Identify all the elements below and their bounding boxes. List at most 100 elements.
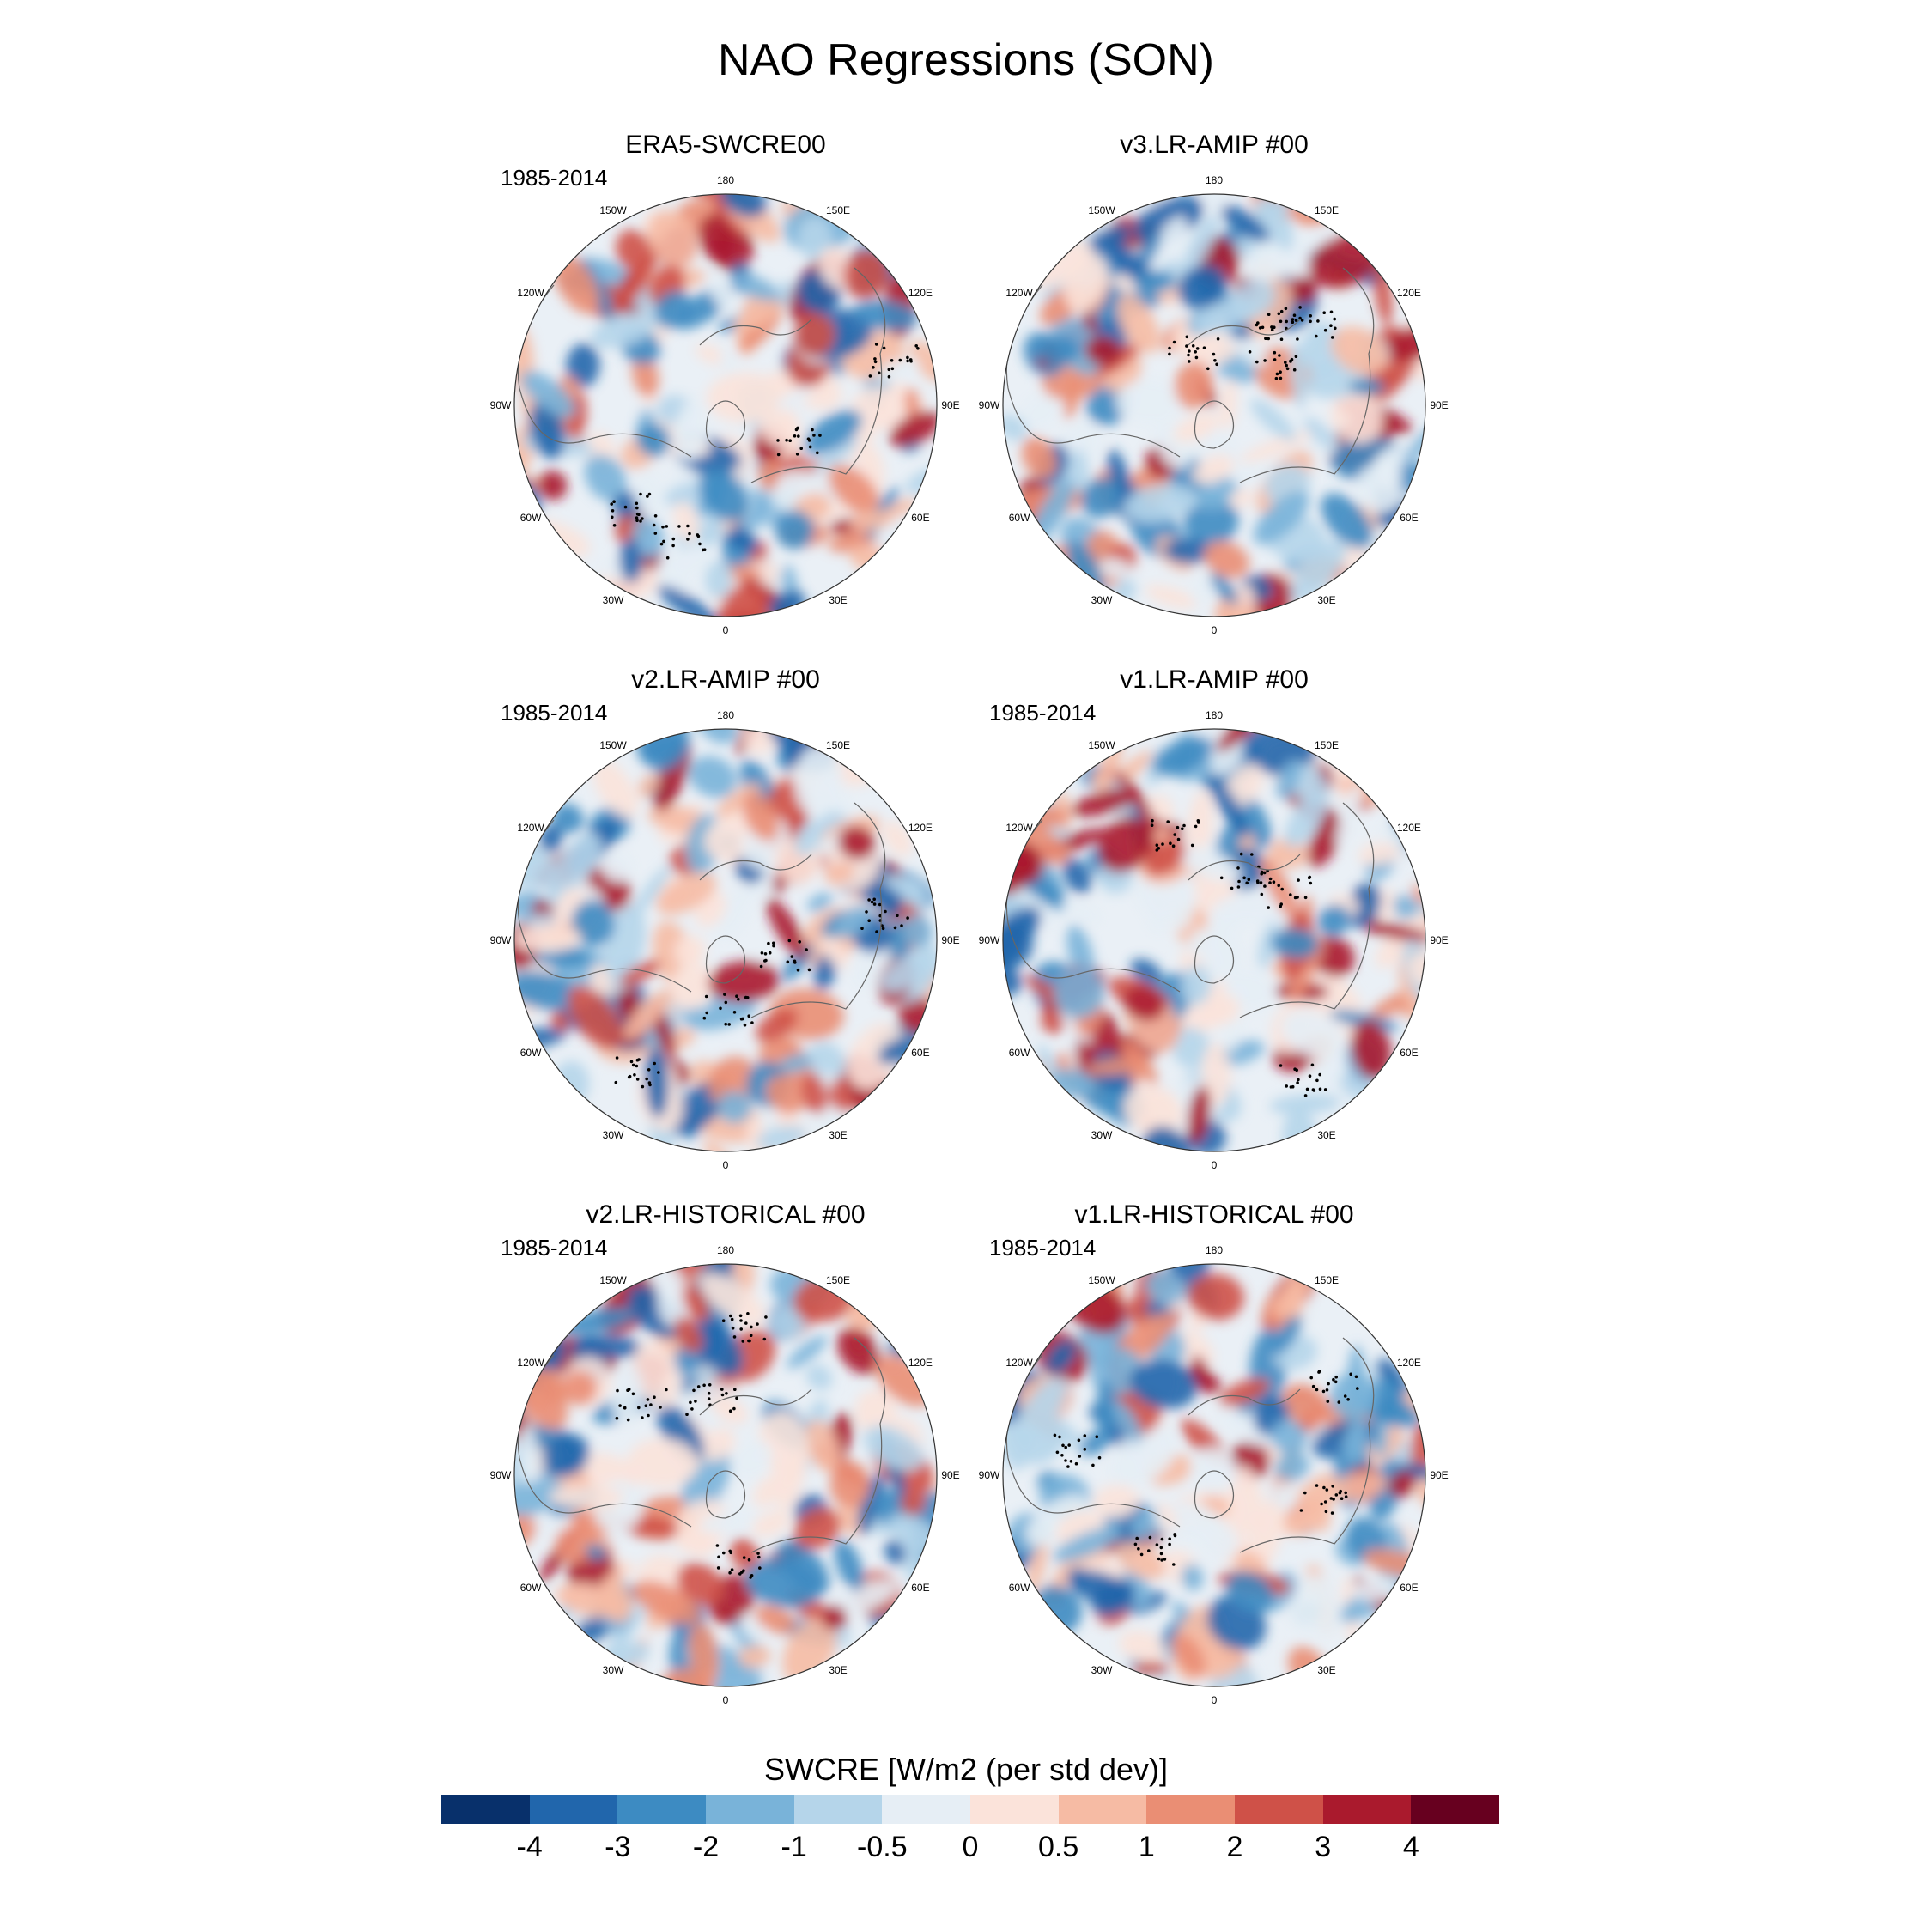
colorbar-box <box>793 1795 883 1824</box>
lon-label: 150E <box>826 739 850 751</box>
anomaly-field <box>1003 1264 1425 1686</box>
lon-label: 120E <box>908 1357 933 1369</box>
lon-label: 120W <box>1005 287 1033 299</box>
colorbar-tick-label: 0.5 <box>1038 1831 1079 1863</box>
colorbar-title: SWCRE [W/m2 (per std dev)] <box>763 1752 1169 1787</box>
lon-label: 120E <box>908 287 933 299</box>
map-border <box>1002 728 1426 1152</box>
colorbar-box <box>1146 1795 1236 1824</box>
lon-label: 90W <box>979 1469 1000 1481</box>
lon-label: 90E <box>1430 1469 1448 1481</box>
lon-label: 0 <box>723 1159 729 1171</box>
lon-label: 60E <box>1400 1582 1418 1594</box>
map-border <box>513 728 938 1152</box>
lon-label: 60E <box>911 1582 929 1594</box>
lon-label: 150E <box>826 204 850 216</box>
panel-title: v3.LR-AMIP #00 <box>1120 131 1309 159</box>
polar-map: 180 150E 120E 90E 60E 30E 0 30W 60W 90W 120W 150W <box>490 1244 960 1706</box>
lon-label: 30E <box>829 594 847 606</box>
lon-label: 150W <box>599 739 627 751</box>
lon-label: 60W <box>520 1582 542 1594</box>
lon-label: 150W <box>599 1274 627 1286</box>
panel-title: ERA5-SWCRE00 <box>625 131 826 159</box>
polar-map: 180 150E 120E 90E 60E 30E 0 30W 60W 90W 120W 150W <box>490 174 960 636</box>
panel-period: 1985-2014 <box>989 1235 1097 1261</box>
lon-label: 60E <box>911 1047 929 1059</box>
lon-label: 60W <box>520 512 542 524</box>
panel-period: 1985-2014 <box>501 700 608 726</box>
lon-label: 90E <box>941 934 959 946</box>
lon-label: 30W <box>603 1129 624 1141</box>
lon-label: 0 <box>1212 1159 1218 1171</box>
colorbar-tick-label: 1 <box>1138 1831 1155 1863</box>
lon-label: 60W <box>520 1047 542 1059</box>
colorbar-box <box>529 1795 618 1824</box>
lon-label: 90E <box>941 1469 959 1481</box>
map-panel-v1hist: v1.LR-HISTORICAL #00 1985-2014 180 150E 120E… <box>974 1200 1455 1733</box>
significance-stipple <box>1053 1370 1359 1566</box>
lon-label: 90W <box>979 399 1000 411</box>
colorbar-tick-label: -1 <box>781 1831 807 1863</box>
coastlines <box>517 267 886 483</box>
lon-label: 30W <box>603 594 624 606</box>
panel-title: v1.LR-HISTORICAL #00 <box>1074 1200 1354 1229</box>
polar-map: 180 150E 120E 90E 60E 30E 0 30W 60W 90W 120W 150W <box>490 709 960 1171</box>
lon-label: 120W <box>1005 1357 1033 1369</box>
polar-map: 180 150E 120E 90E 60E 30E 0 30W 60W 90W 120W 150W <box>979 174 1449 636</box>
lon-label: 90W <box>490 399 512 411</box>
anomaly-field <box>514 1264 937 1686</box>
lon-label: 180 <box>1206 174 1223 186</box>
colorbar-box <box>1322 1795 1412 1824</box>
lon-label: 30E <box>1317 1664 1335 1676</box>
lon-label: 60W <box>1009 1047 1030 1059</box>
colorbar-box <box>617 1795 707 1824</box>
map-panel-era5: ERA5-SWCRE00 1985-2014 180 150E 120E 90E 60E 30… <box>485 131 966 663</box>
map-border <box>513 1263 938 1687</box>
lon-label: 30E <box>829 1664 847 1676</box>
significance-stipple <box>1168 306 1337 380</box>
lon-label: 0 <box>723 624 729 636</box>
lon-label: 120E <box>1397 822 1421 834</box>
colorbar-tick-label: -4 <box>516 1831 543 1863</box>
colorbar-tick-label: 0 <box>962 1831 979 1863</box>
anomaly-field <box>514 194 937 617</box>
lon-label: 0 <box>1212 624 1218 636</box>
lon-label: 60W <box>1009 1582 1030 1594</box>
lon-label: 60E <box>1400 1047 1418 1059</box>
significance-stipple <box>610 343 920 560</box>
panel-period: 1985-2014 <box>501 1235 608 1261</box>
lon-label: 30W <box>1091 594 1113 606</box>
panel-title: v1.LR-AMIP #00 <box>1120 665 1309 694</box>
colorbar-box <box>441 1795 530 1824</box>
lon-label: 150W <box>1088 1274 1115 1286</box>
map-border <box>1002 193 1426 617</box>
figure-title: NAO Regressions (SON) <box>718 35 1214 85</box>
lon-label: 150W <box>599 204 627 216</box>
map-border <box>513 193 938 617</box>
lon-label: 30E <box>829 1129 847 1141</box>
lon-label: 60E <box>1400 512 1418 524</box>
lon-label: 150W <box>1088 739 1115 751</box>
lon-label: 90W <box>979 934 1000 946</box>
colorbar-tick-label: -0.5 <box>857 1831 908 1863</box>
lon-label: 90E <box>1430 934 1448 946</box>
colorbar-tick-label: 2 <box>1226 1831 1243 1863</box>
lon-label: 120W <box>517 822 544 834</box>
colorbar-box <box>970 1795 1059 1824</box>
panel-period: 1985-2014 <box>989 700 1097 726</box>
lon-label: 120W <box>1005 822 1033 834</box>
lon-label: 60E <box>911 512 929 524</box>
significance-stipple <box>615 1312 768 1579</box>
lon-label: 90E <box>1430 399 1448 411</box>
lon-label: 30W <box>603 1664 624 1676</box>
map-panel-v1amip: v1.LR-AMIP #00 1985-2014 180 150E 120E 90E 60E… <box>974 665 1455 1198</box>
panel-title: v2.LR-HISTORICAL #00 <box>586 1200 866 1229</box>
lon-label: 180 <box>717 1244 734 1256</box>
map-panel-v2amip: v2.LR-AMIP #00 1985-2014 180 150E 120E 90E 60E… <box>485 665 966 1198</box>
panel-period: 1985-2014 <box>501 165 608 191</box>
lon-label: 120E <box>908 822 933 834</box>
colorbar-box <box>882 1795 971 1824</box>
colorbar-tick-label: -2 <box>692 1831 720 1863</box>
map-panel-v2hist: v2.LR-HISTORICAL #00 1985-2014 180 150E 120E… <box>485 1200 966 1733</box>
lon-label: 0 <box>1212 1694 1218 1706</box>
